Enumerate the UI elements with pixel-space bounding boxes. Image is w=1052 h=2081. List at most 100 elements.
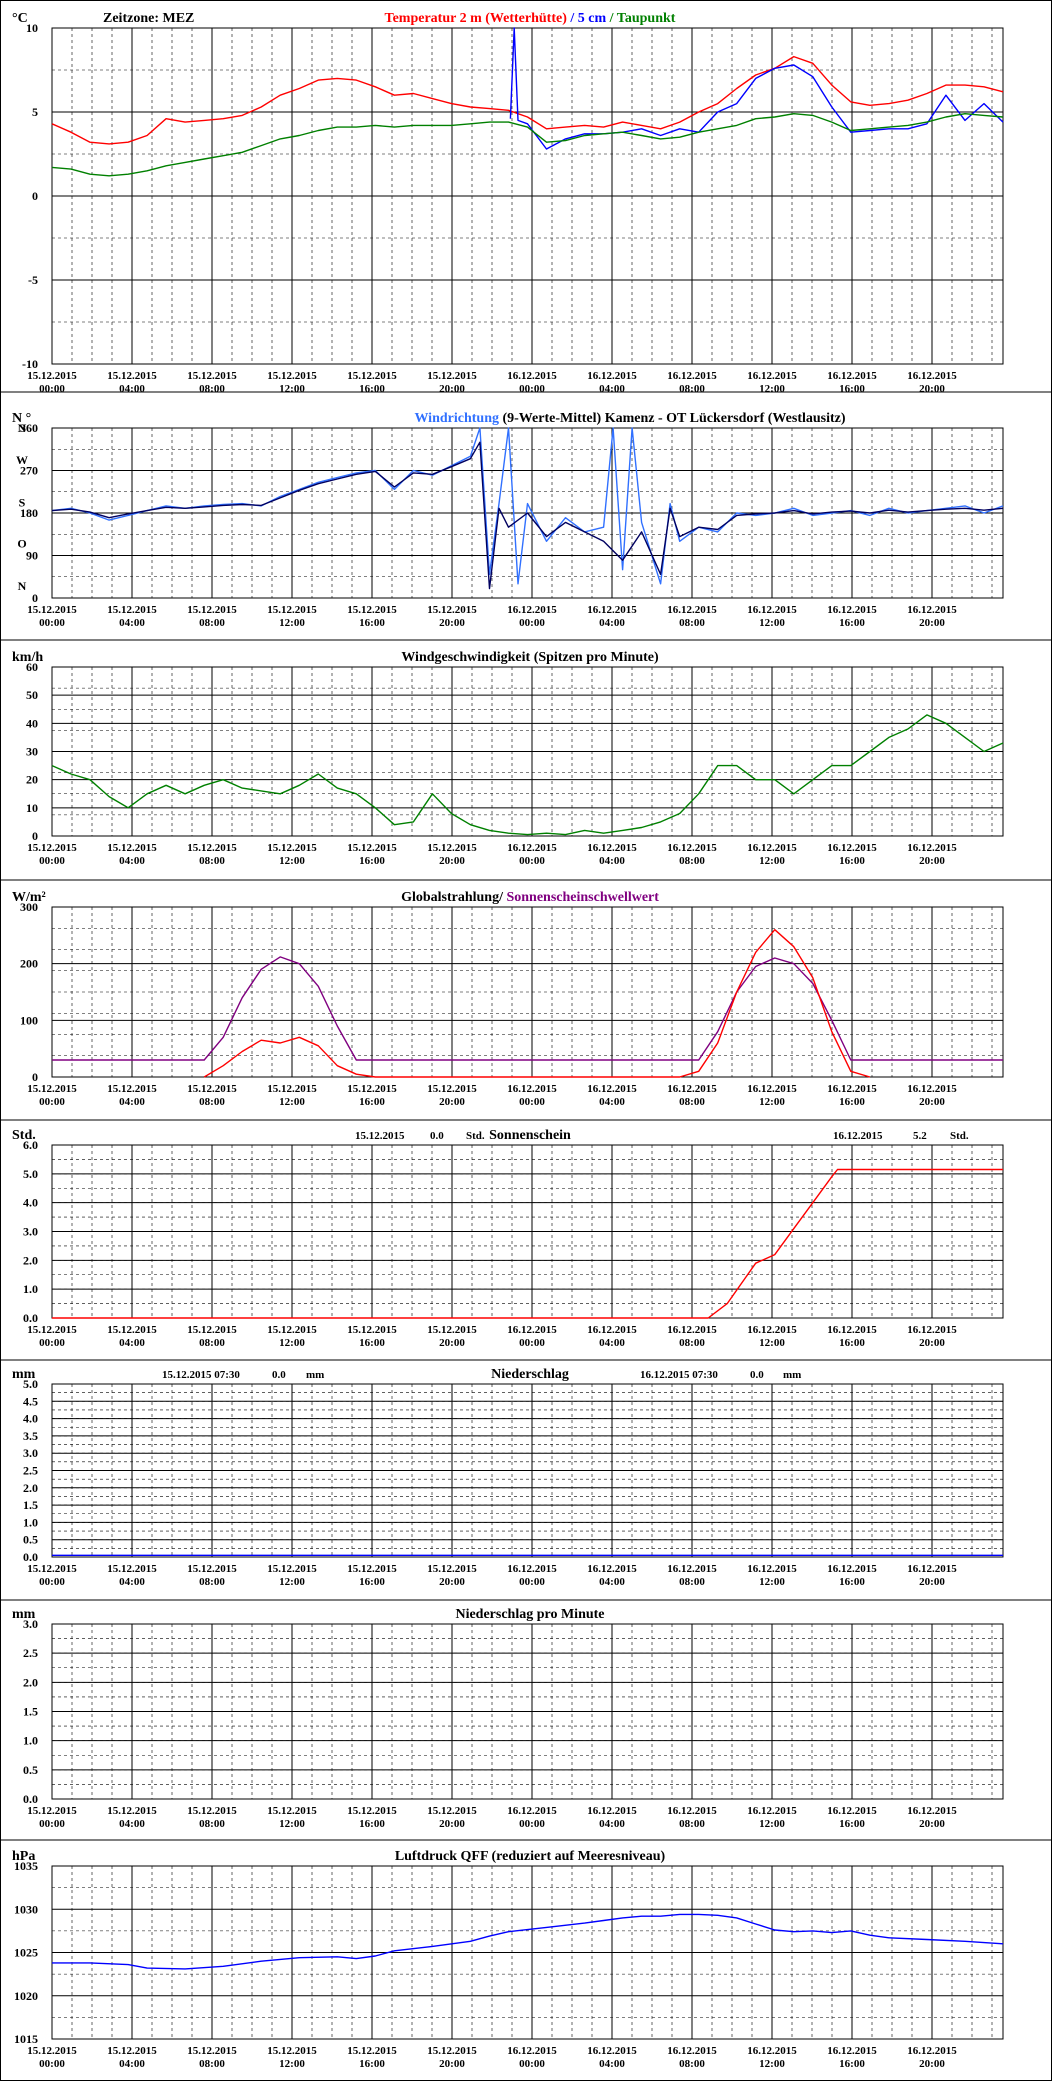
y-tick-label: 100 [20, 1013, 38, 1027]
x-tick-time: 08:00 [199, 383, 225, 395]
x-tick-time: 16:00 [839, 617, 865, 629]
x-tick-time: 04:00 [119, 383, 145, 395]
x-tick-time: 20:00 [919, 1576, 945, 1588]
x-tick-date: 15.12.2015 [187, 1324, 237, 1336]
x-tick-time: 00:00 [39, 2058, 65, 2070]
x-tick-date: 15.12.2015 [347, 2045, 397, 2057]
x-tick-date: 16.12.2015 [507, 1805, 557, 1817]
x-tick-date: 16.12.2015 [827, 842, 877, 854]
y-tick-label: 2.0 [23, 1675, 38, 1689]
x-tick-date: 16.12.2015 [827, 1563, 877, 1575]
x-tick-date: 16.12.2015 [827, 2045, 877, 2057]
series-line-1 [52, 1913, 1004, 1970]
direction-label: N [18, 579, 27, 593]
x-tick-time: 04:00 [119, 1096, 145, 1108]
x-tick-time: 00:00 [39, 383, 65, 395]
x-tick-date: 15.12.2015 [27, 842, 77, 854]
x-tick-time: 16:00 [359, 383, 385, 395]
x-tick-time: 12:00 [279, 617, 305, 629]
y-tick-label: 1.0 [23, 1515, 38, 1529]
y-tick-label: 5 [32, 105, 38, 119]
chart-temp: 10 5 0 -5 -10 °C Zeitzone: MEZ Temperatur 2 m (… [12, 11, 1004, 395]
daily-value: 0.0 [750, 1369, 764, 1381]
unit-label: mm [12, 1607, 36, 1622]
x-tick-date: 15.12.2015 [347, 1563, 397, 1575]
x-tick-date: 15.12.2015 [107, 2045, 157, 2057]
daily-value: 5.2 [913, 1130, 927, 1142]
title-part: Niederschlag [491, 1367, 569, 1382]
x-tick-date: 15.12.2015 [427, 1324, 477, 1336]
daily-unit: mm [783, 1369, 801, 1381]
x-tick-date: 15.12.2015 [27, 1805, 77, 1817]
x-tick-time: 12:00 [279, 1576, 305, 1588]
y-tick-label: 3.5 [23, 1429, 38, 1443]
x-tick-date: 16.12.2015 [667, 842, 717, 854]
x-tick-date: 16.12.2015 [587, 1805, 637, 1817]
x-tick-date: 16.12.2015 [667, 370, 717, 382]
x-tick-date: 15.12.2015 [187, 1805, 237, 1817]
chart-wspd: 60 50 40 30 20 10 0 km/h Windgeschwindigkeit (Sp… [12, 650, 1004, 867]
daily-date: 16.12.2015 07:30 [640, 1369, 718, 1381]
x-tick-time: 00:00 [39, 1096, 65, 1108]
x-tick-time: 08:00 [199, 855, 225, 867]
x-tick-date: 15.12.2015 [107, 370, 157, 382]
x-tick-date: 16.12.2015 [747, 1805, 797, 1817]
x-tick-time: 08:00 [679, 855, 705, 867]
y-tick-label: 0 [32, 829, 38, 843]
unit-label: W/m² [12, 890, 46, 905]
x-tick-time: 08:00 [679, 1576, 705, 1588]
x-tick-time: 20:00 [439, 1576, 465, 1588]
title-part: Taupunkt [617, 11, 676, 26]
x-tick-date: 16.12.2015 [507, 1324, 557, 1336]
x-tick-date: 16.12.2015 [827, 370, 877, 382]
y-tick-label: 10 [26, 801, 38, 815]
x-tick-date: 15.12.2015 [427, 1083, 477, 1095]
x-tick-date: 16.12.2015 [507, 1083, 557, 1095]
y-tick-label: -10 [22, 357, 38, 371]
x-tick-time: 12:00 [279, 1818, 305, 1830]
x-tick-date: 15.12.2015 [347, 1324, 397, 1336]
y-tick-label: 50 [26, 688, 38, 702]
daily-date: 16.12.2015 [833, 1130, 883, 1142]
y-tick-label: 180 [20, 506, 38, 520]
x-tick-date: 15.12.2015 [427, 1805, 477, 1817]
x-tick-date: 16.12.2015 [827, 1805, 877, 1817]
x-tick-date: 15.12.2015 [187, 2045, 237, 2057]
x-tick-date: 15.12.2015 [347, 1083, 397, 1095]
x-tick-date: 15.12.2015 [347, 370, 397, 382]
x-tick-date: 15.12.2015 [107, 604, 157, 616]
x-tick-time: 00:00 [519, 1096, 545, 1108]
x-tick-date: 16.12.2015 [587, 1563, 637, 1575]
x-tick-time: 12:00 [759, 617, 785, 629]
y-tick-label: 3.0 [23, 1617, 38, 1631]
x-tick-time: 20:00 [439, 1337, 465, 1349]
x-tick-date: 16.12.2015 [907, 1324, 957, 1336]
chart-press: 1035 1030 1025 1020 1015 hPa Luftdruck QFF (re… [12, 1849, 1004, 2070]
x-tick-date: 15.12.2015 [27, 2045, 77, 2057]
x-tick-date: 15.12.2015 [347, 604, 397, 616]
x-tick-date: 15.12.2015 [427, 1563, 477, 1575]
y-tick-label: 1020 [14, 1989, 38, 2003]
x-tick-date: 16.12.2015 [507, 604, 557, 616]
x-tick-date: 15.12.2015 [347, 1805, 397, 1817]
x-tick-time: 04:00 [119, 1337, 145, 1349]
x-tick-time: 12:00 [759, 1337, 785, 1349]
x-tick-date: 16.12.2015 [747, 1083, 797, 1095]
y-tick-label: 360 [20, 421, 38, 435]
x-tick-time: 08:00 [679, 617, 705, 629]
x-tick-time: 04:00 [599, 1576, 625, 1588]
x-tick-time: 12:00 [279, 1337, 305, 1349]
title-part: / [567, 11, 578, 26]
x-tick-date: 16.12.2015 [827, 1324, 877, 1336]
x-tick-date: 15.12.2015 [427, 604, 477, 616]
x-tick-time: 12:00 [279, 855, 305, 867]
x-tick-time: 00:00 [39, 1818, 65, 1830]
x-tick-date: 15.12.2015 [187, 842, 237, 854]
x-tick-date: 15.12.2015 [267, 1563, 317, 1575]
x-tick-time: 08:00 [199, 1337, 225, 1349]
x-tick-date: 16.12.2015 [587, 370, 637, 382]
chart-title: Sonnenschein [489, 1128, 571, 1143]
x-tick-time: 08:00 [199, 1576, 225, 1588]
x-tick-date: 15.12.2015 [267, 1805, 317, 1817]
